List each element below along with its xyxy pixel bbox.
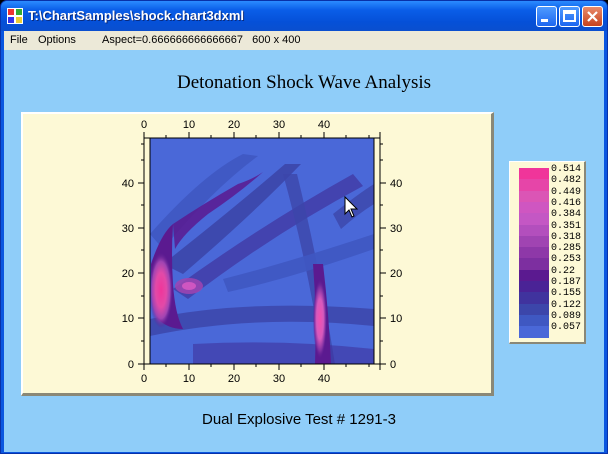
legend-label: 0.514 — [551, 164, 582, 175]
menu-bar: File Options Aspect=0.666666666666667 60… — [4, 31, 604, 50]
y-tick-label: 10 — [122, 313, 134, 325]
y-right-tick-label: 40 — [390, 178, 402, 190]
heatmap-field — [150, 138, 374, 364]
menu-options[interactable]: Options — [38, 34, 76, 46]
legend-swatch — [519, 269, 549, 282]
y-right-tick-label: 30 — [390, 223, 402, 235]
legend-swatch — [519, 303, 549, 316]
legend-swatch — [519, 235, 549, 248]
legend-label: 0.318 — [551, 231, 582, 243]
y-right-tick-label: 10 — [390, 313, 402, 325]
y-tick-label: 20 — [122, 268, 134, 280]
legend-label: 0.482 — [551, 175, 582, 187]
legend-label: 0.449 — [551, 186, 582, 198]
legend-label: 0.253 — [551, 254, 582, 266]
legend-swatch — [519, 190, 549, 203]
legend-swatch — [519, 258, 549, 271]
legend-label: 0.057 — [551, 322, 582, 334]
legend-label: 0.351 — [551, 220, 582, 232]
legend-label: 0.089 — [551, 310, 582, 322]
x-tick-label: 40 — [318, 373, 330, 385]
chart-title: Detonation Shock Wave Analysis — [176, 72, 432, 93]
x-tick-label: 10 — [183, 373, 195, 385]
x-top-tick-label: 20 — [228, 119, 240, 131]
x-tick-label: 0 — [141, 373, 147, 385]
x-top-tick-label: 0 — [141, 119, 147, 131]
chart-caption: Dual Explosive Test # 1291-3 — [201, 411, 396, 428]
plot-panel: 0 10 20 30 40 0 10 20 30 40 0 10 20 30 4… — [21, 112, 494, 396]
minimize-icon — [541, 19, 548, 22]
legend-label: 0.384 — [551, 209, 582, 221]
minimize-button[interactable] — [536, 6, 557, 27]
color-legend: 0.514 0.482 0.449 0.416 0.384 0.351 0.318 0.285… — [509, 161, 586, 344]
mouse-cursor-icon — [344, 195, 359, 218]
y-tick-label: 40 — [122, 178, 134, 190]
axes — [143, 132, 381, 370]
y-tick-label: 0 — [128, 359, 134, 371]
legend-swatch — [519, 281, 549, 293]
menu-file[interactable]: File — [10, 34, 28, 46]
close-button[interactable] — [582, 6, 603, 27]
y-right-tick-label: 0 — [390, 359, 396, 371]
legend-swatch — [519, 326, 549, 338]
maximize-icon — [563, 10, 576, 22]
legend-label: 0.22 — [551, 265, 576, 277]
legend-label: 0.187 — [551, 277, 582, 288]
title-bar[interactable]: T:\ChartSamples\shock.chart3dxml — [1, 1, 607, 31]
chart-area: Detonation Shock Wave Analysis — [4, 50, 604, 452]
legend-swatch — [519, 213, 549, 225]
y-tick-label: 30 — [122, 223, 134, 235]
legend-swatch — [519, 314, 549, 327]
legend-label: 0.285 — [551, 243, 582, 255]
legend-swatch — [519, 179, 549, 192]
x-top-tick-label: 10 — [183, 119, 195, 131]
legend-swatch — [519, 292, 549, 305]
legend-swatch — [519, 168, 549, 180]
x-tick-label: 20 — [228, 373, 240, 385]
contour-plot: 0 10 20 30 40 0 10 20 30 40 0 10 20 30 4… — [122, 119, 403, 385]
aspect-status: Aspect=0.666666666666667 600 x 400 — [102, 34, 301, 46]
x-top-tick-label: 30 — [273, 119, 285, 131]
chart-app-icon — [7, 8, 23, 24]
window-title: T:\ChartSamples\shock.chart3dxml — [28, 8, 245, 23]
legend-label: 0.155 — [551, 288, 582, 300]
legend-label: 0.416 — [551, 197, 582, 209]
legend-swatch — [519, 247, 549, 259]
legend-label: 0.122 — [551, 299, 582, 311]
legend-swatch — [519, 201, 549, 214]
close-icon — [587, 11, 598, 22]
x-top-tick-label: 40 — [318, 119, 330, 131]
x-tick-label: 30 — [273, 373, 285, 385]
legend-swatch — [519, 224, 549, 237]
y-right-tick-label: 20 — [390, 268, 402, 280]
maximize-button[interactable] — [559, 6, 580, 27]
